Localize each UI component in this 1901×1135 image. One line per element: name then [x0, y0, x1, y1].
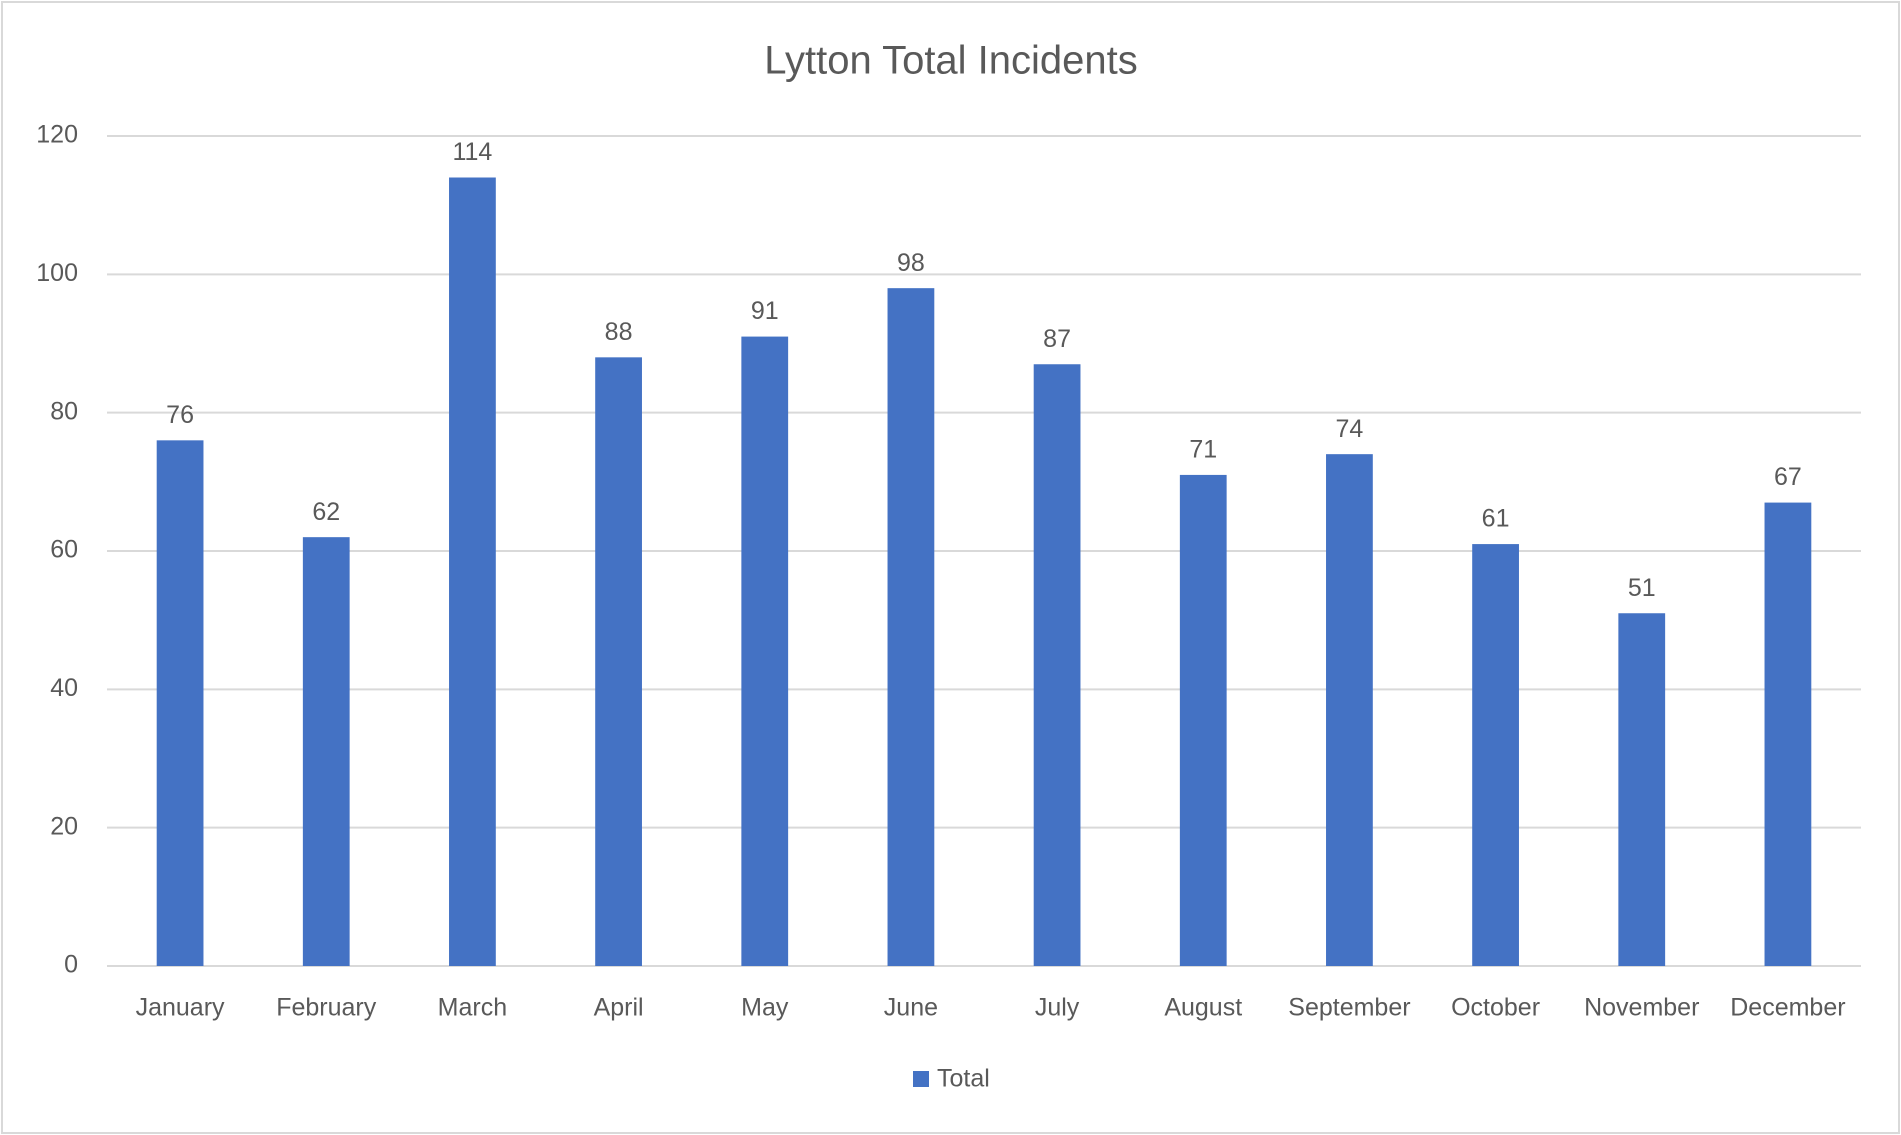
data-label: 74 [1336, 415, 1364, 443]
bar [1179, 474, 1227, 966]
bar [887, 288, 935, 967]
y-tick-label: 80 [50, 397, 78, 425]
x-tick-label: July [1035, 994, 1080, 1022]
legend-label: Total [937, 1065, 990, 1093]
bar [1764, 502, 1812, 966]
bar [302, 537, 350, 966]
x-tick-label: March [438, 994, 507, 1022]
data-label: 71 [1189, 436, 1217, 464]
data-label: 87 [1043, 325, 1071, 353]
data-label: 91 [751, 297, 779, 325]
bar [1472, 544, 1519, 966]
x-tick-label: February [276, 994, 377, 1022]
bar [741, 336, 789, 966]
y-tick-label: 40 [50, 674, 78, 702]
y-tick-label: 20 [50, 812, 78, 840]
bar [595, 357, 642, 966]
x-tick-label: August [1164, 994, 1242, 1022]
data-label: 98 [897, 249, 925, 277]
legend-swatch [913, 1071, 929, 1087]
x-tick-label: May [741, 994, 789, 1022]
data-label: 88 [605, 318, 633, 346]
data-label: 76 [166, 401, 194, 429]
bar [1618, 613, 1666, 966]
x-tick-label: June [884, 994, 938, 1022]
x-tick-label: January [136, 994, 225, 1022]
y-tick-label: 100 [36, 259, 78, 287]
y-tick-label: 60 [50, 536, 78, 564]
x-tick-label: November [1584, 994, 1699, 1022]
data-label: 51 [1628, 574, 1656, 602]
x-tick-label: September [1288, 994, 1410, 1022]
y-tick-label: 120 [36, 121, 78, 149]
bar [1033, 364, 1081, 966]
x-tick-label: October [1451, 994, 1540, 1022]
y-tick-label: 0 [64, 951, 78, 979]
bar [156, 440, 204, 966]
bar [449, 177, 496, 966]
x-tick-label: December [1730, 994, 1845, 1022]
x-tick-label: April [594, 994, 644, 1022]
chart-title: Lytton Total Incidents [764, 39, 1138, 83]
data-label: 61 [1482, 505, 1510, 533]
bar [1326, 454, 1373, 966]
data-label: 62 [312, 498, 340, 526]
data-label: 114 [452, 138, 492, 166]
data-label: 67 [1774, 463, 1802, 491]
